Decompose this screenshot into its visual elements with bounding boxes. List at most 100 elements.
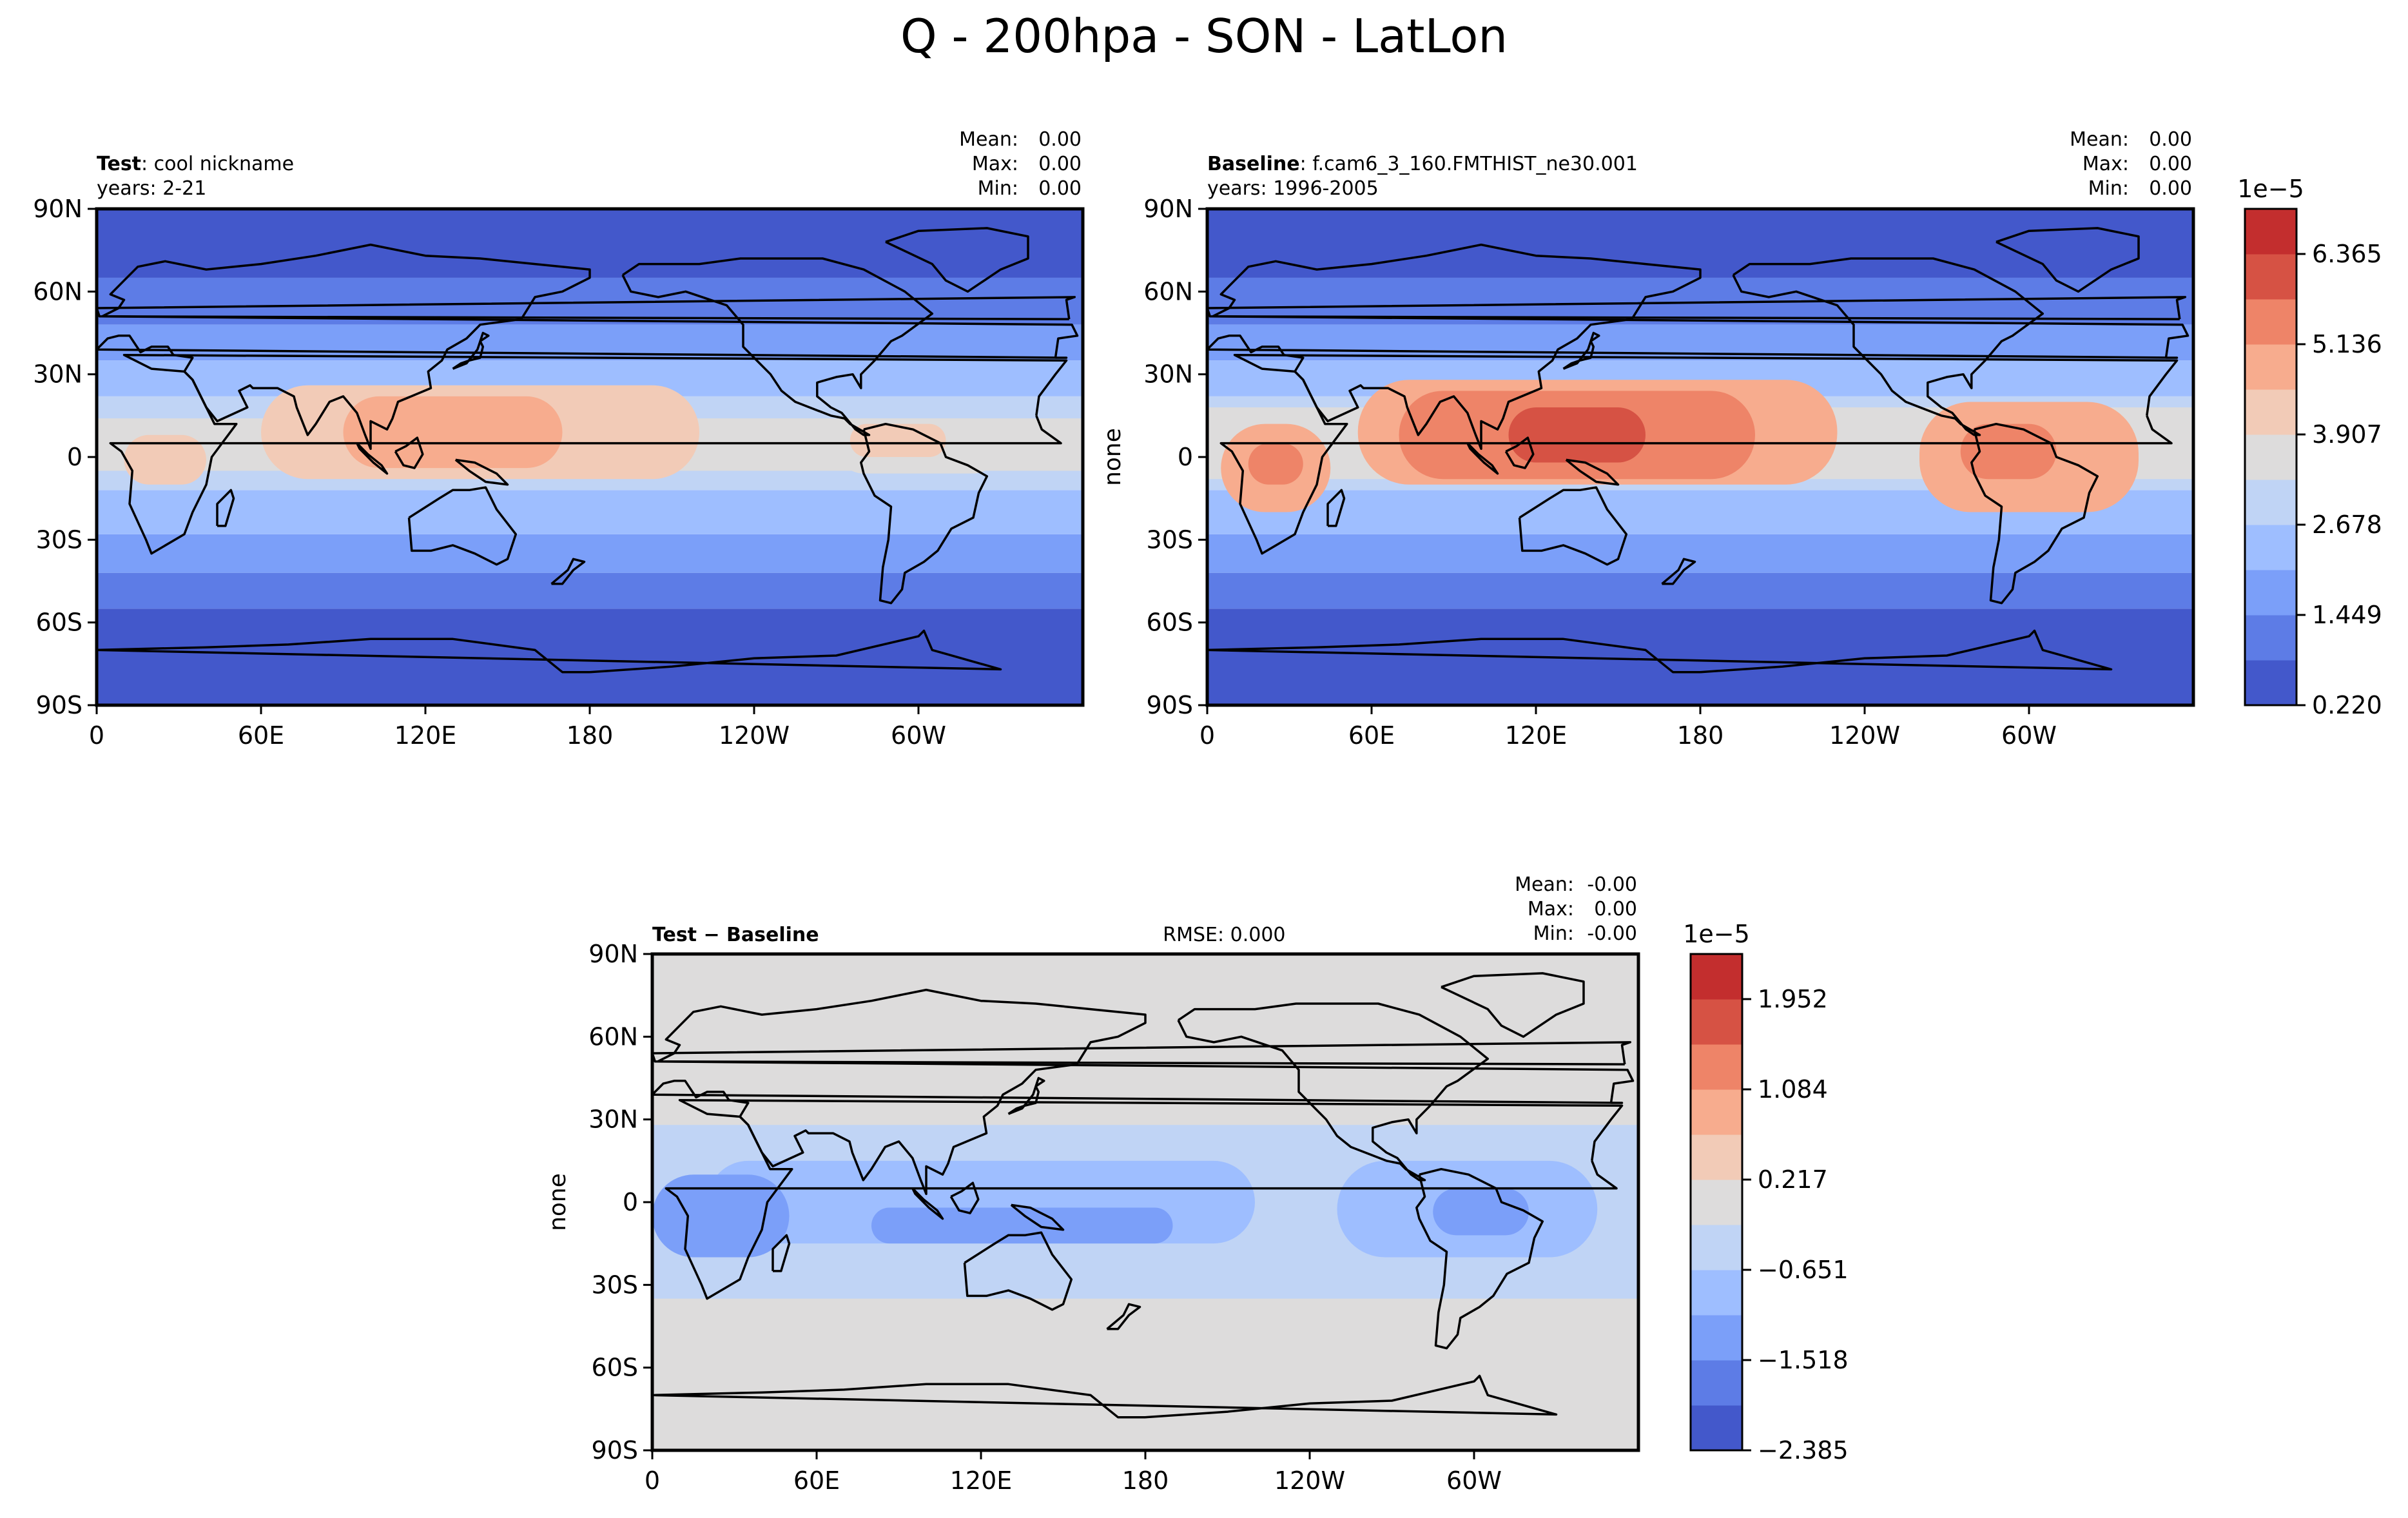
lat-tick-label: 30S [36,525,83,554]
coastline-8 [356,442,389,475]
lon-tick-label: 120E [1505,721,1568,750]
coastline-3 [1219,353,2179,555]
lon-tick-label: 180 [1677,721,1724,750]
colorbar-tick-label: 6.365 [2312,240,2382,268]
contour-band-2 [1207,572,2193,609]
coastline-1 [1441,972,1585,1038]
stat-label-2: Min: [2088,177,2129,200]
colorbar-swatch-10 [2245,209,2296,255]
lat-tick-label: 90S [592,1436,638,1464]
contour-band-1 [1207,209,2193,278]
panel-label-diff: Test − Baseline [652,924,819,946]
lon-tick-label: 0 [1199,721,1215,750]
coastline-6 [1207,629,2113,674]
coastline-9 [1010,1203,1065,1231]
stat-value-1: 0.00 [1594,898,1637,920]
stat-value-1: 0.00 [2149,153,2192,175]
lat-tick-label: 0 [67,443,83,471]
map-field-test [97,209,1083,705]
lat-tick-label: 90N [1143,195,1193,223]
stat-value-2: 0.00 [1038,177,1082,200]
coastline-0 [621,257,934,436]
contour-band-6 [1433,1188,1529,1236]
colorbar-exponent: 1e−5 [1683,920,1750,948]
coastline-7 [949,1182,980,1214]
coastline-13 [1106,1303,1141,1330]
lon-tick-label: 120W [1829,721,1900,750]
coastline-2 [1970,422,2099,605]
coastline-10 [452,331,490,370]
map-field-baseline [1207,209,2193,705]
coastline-8 [911,1187,944,1220]
colorbar-swatch-3 [2245,525,2296,570]
stat-label-2: Min: [1533,922,1574,945]
coastline-8 [1466,442,1499,475]
colorbar-tick-label: 1.952 [1758,985,1828,1013]
colorbar-frame [2244,208,2298,706]
coastline-12 [97,296,1076,320]
coastlines-diff [652,972,1635,1419]
colorbar-tick-label: 0.217 [1758,1165,1828,1194]
colorbar-swatch-8 [2245,299,2296,345]
coastline-4 [652,988,1635,1195]
colorbar-tick-label: 1.449 [2312,601,2382,629]
colorbar-swatch-6 [1691,1134,1742,1180]
stat-value-0: 0.00 [2149,128,2192,151]
colorbar-diff: −2.385 −1.518 −0.651 0.217 1.084 1.952 1e−5 [1683,920,1848,1464]
coastline-1 [885,227,1029,293]
stat-label-1: Max: [1528,898,1574,920]
map-field-diff [652,954,1638,1450]
lat-tick-label: 0 [1178,443,1193,471]
colorbar-swatch-9 [1691,999,1742,1045]
colorbar-swatch-1 [2245,615,2296,661]
panel-years-test: years: 2-21 [97,177,206,200]
coastline-7 [394,436,424,469]
coastline-5 [1518,486,1628,566]
colorbar-tick-label: 5.136 [2312,330,2382,358]
lat-tick-label: 60N [1143,277,1193,306]
coastline-10 [1007,1076,1045,1115]
lon-tick-label: 120W [719,721,790,750]
colorbar-main: 0.220 1.449 2.678 3.907 5.136 6.365 1e−5 [2237,175,2382,719]
lat-tick-label: 30N [588,1105,638,1134]
stat-label-2: Min: [978,177,1018,200]
colorbar-swatch-2 [2245,570,2296,616]
lon-tick-label: 60E [793,1466,840,1495]
colorbar-tick-label: 0.220 [2312,691,2382,719]
colorbar-tick-label: 2.678 [2312,511,2382,539]
colorbar-exponent: 1e−5 [2237,175,2304,203]
colorbar-frame [1689,953,1743,1452]
colorbar-swatch-1 [1691,1360,1742,1406]
lon-tick-label: 60W [2001,721,2057,750]
coastline-7 [1504,436,1535,469]
contour-band-5 [871,1207,1173,1244]
figure-title: Q - 200hpa - SON - LatLon [900,9,1508,63]
colorbar-tick-label: 1.084 [1758,1075,1828,1104]
panel-label-test: Test: cool nickname [97,153,294,175]
lat-tick-label: 60N [33,277,83,306]
colorbar-swatch-7 [2245,344,2296,390]
panel-label-baseline: Baseline: f.cam6_3_160.FMTHIST_ne30.001 [1207,153,1638,175]
coastline-13 [550,558,586,585]
colorbar-tick-label: −2.385 [1758,1436,1849,1464]
coastline-5 [963,1231,1073,1311]
contour-band-2 [97,572,1083,609]
stat-label-0: Mean: [2070,128,2129,151]
colorbar-tick-label: −0.651 [1758,1256,1849,1284]
stat-label-1: Max: [2083,153,2129,175]
colorbar-swatch-5 [2245,434,2296,480]
colorbar-swatch-10 [1691,954,1742,1000]
coastline-11 [1326,489,1346,527]
coastline-9 [1565,458,1620,486]
panel-label-bold: Test [97,153,141,175]
colorbar-swatch-0 [1691,1405,1742,1451]
coastline-11 [216,489,235,527]
lon-tick-label: 120W [1274,1466,1345,1495]
coastline-2 [860,422,989,605]
lat-tick-label: 30S [1147,525,1193,554]
colorbar-swatch-9 [2245,254,2296,300]
coastlines-test [97,227,1079,674]
lon-tick-label: 180 [1122,1466,1169,1495]
